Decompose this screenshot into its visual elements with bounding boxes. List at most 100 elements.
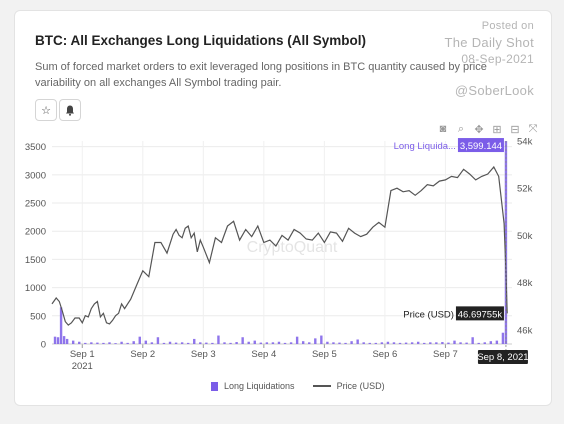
- liquidation-bar: [380, 342, 384, 344]
- y-tick-label-left: 2000: [25, 227, 46, 238]
- zoom-out-icon[interactable]: ⊟: [510, 124, 520, 136]
- liquidation-bar: [386, 341, 390, 344]
- watermark-posted: Posted on: [481, 20, 534, 32]
- camera-icon[interactable]: ◙: [439, 123, 447, 135]
- watermark-source: The Daily Shot: [444, 35, 534, 50]
- liquidation-bar: [199, 342, 202, 344]
- x-tick-label: Sep 6: [372, 349, 397, 360]
- chart-title: BTC: All Exchanges Long Liquidations (Al…: [35, 33, 367, 48]
- price-line: [51, 165, 508, 326]
- liquidation-bar: [392, 342, 396, 344]
- tooltip-price-bg: [455, 306, 504, 321]
- liquidation-bar: [283, 342, 287, 344]
- favorite-button[interactable]: ☆: [35, 99, 57, 121]
- liquidation-bar: [150, 342, 154, 344]
- liquidation-bar: [174, 342, 178, 344]
- liquidation-bar: [156, 337, 160, 344]
- liquidation-bar: [265, 342, 269, 344]
- y-tick-label-right: 54k: [517, 137, 533, 148]
- pan-icon[interactable]: ✥: [474, 124, 484, 136]
- liquidation-bar: [62, 336, 66, 344]
- liquidation-bar: [84, 342, 87, 344]
- chart-plot[interactable]: 0 500 1000 1500 2000 2500 3000 3500 Sep 1 Sep 2 Se…: [15, 11, 551, 372]
- chart-description: Sum of forced market orders to exit leve…: [35, 61, 487, 89]
- x-tick-label: Sep 7: [433, 349, 458, 360]
- liquidation-bar: [326, 341, 329, 344]
- tooltip-price-value: 46.69755k: [458, 309, 503, 320]
- liquidation-bar: [247, 341, 250, 344]
- liquidation-bar: [344, 342, 347, 344]
- liquidation-bar: [489, 341, 493, 344]
- x-tick-label: Sep 3: [191, 349, 216, 360]
- liquidation-bar: [453, 340, 456, 344]
- liquidation-bar: [435, 342, 438, 344]
- legend-item-price[interactable]: Price (USD): [312, 381, 385, 391]
- liquidation-bar: [114, 343, 117, 344]
- star-icon: ☆: [41, 104, 51, 117]
- liquidation-bar: [459, 342, 462, 344]
- liquidation-bar: [102, 342, 105, 344]
- liquidation-bar: [356, 339, 359, 344]
- liquidation-bar: [277, 341, 281, 344]
- chart-legend: Long Liquidations Price (USD): [211, 381, 395, 391]
- y-tick-label-left: 3500: [25, 142, 46, 153]
- liquidation-bar: [223, 342, 226, 344]
- legend-swatch-bar: [211, 381, 218, 391]
- liquidation-bar: [416, 341, 420, 344]
- liquidation-bar: [132, 341, 135, 344]
- chart-card: BTC: All Exchanges Long Liquidations (Al…: [14, 10, 552, 406]
- cryptoquant-watermark: CryptoQuant: [247, 239, 338, 256]
- liquidation-bar: [441, 342, 444, 344]
- liquidation-bar: [193, 338, 196, 344]
- liquidation-bar: [78, 341, 81, 344]
- alert-button[interactable]: [59, 99, 81, 121]
- liquidation-bar: [332, 342, 335, 344]
- liquidation-bar: [71, 340, 75, 344]
- liquidation-bar: [295, 336, 299, 344]
- liquidation-bar: [211, 342, 214, 344]
- liquidation-bar: [259, 342, 263, 344]
- liquidation-bar: [374, 342, 378, 344]
- legend-label: Long Liquidations: [224, 381, 295, 391]
- liquidation-bar: [368, 342, 371, 344]
- liquidation-bar: [217, 335, 220, 344]
- liquidation-bar: [398, 342, 402, 344]
- tooltip-liquidation-value: 3,599.144: [460, 141, 502, 152]
- liquidation-bar: [289, 342, 293, 344]
- x-tick-label: Sep 4: [251, 349, 276, 360]
- liquidation-bar: [447, 342, 450, 344]
- liquidation-bar: [362, 342, 365, 344]
- liquidation-bar: [320, 335, 323, 344]
- y-tick-label-left: 0: [41, 340, 46, 351]
- legend-label: Price (USD): [336, 381, 385, 391]
- watermark-date: 08-Sep-2021: [461, 52, 534, 66]
- y-tick-label-right: 46k: [517, 325, 533, 336]
- liquidation-bar: [138, 336, 141, 344]
- liquidation-bar: [144, 340, 148, 344]
- liquidation-bar: [314, 338, 317, 344]
- y-tick-label-right: 48k: [517, 278, 533, 289]
- cursor-date-label: Sep 8, 2021: [477, 352, 528, 363]
- legend-item-liquidations[interactable]: Long Liquidations: [211, 381, 295, 391]
- liquidation-bar: [53, 336, 57, 344]
- liquidation-bar: [495, 340, 499, 344]
- bell-icon: [66, 105, 74, 116]
- x-tick-label: Sep 2: [130, 349, 155, 360]
- zoom-in-icon[interactable]: ⊞: [492, 124, 502, 136]
- liquidation-bar: [308, 342, 311, 344]
- liquidation-bar: [205, 342, 208, 344]
- tooltip-liquidation-label: Long Liquida...: [394, 141, 456, 152]
- cursor-date-bg: [477, 350, 528, 364]
- watermark-handle: @SoberLook: [454, 83, 534, 98]
- liquidation-bar: [423, 342, 426, 344]
- liquidation-bar: [471, 337, 474, 344]
- autoscale-icon[interactable]: ⤧: [528, 123, 538, 135]
- liquidation-bar: [186, 342, 190, 344]
- liquidation-bar: [301, 341, 305, 344]
- zoom-icon[interactable]: ⌕: [457, 123, 465, 135]
- liquidation-bar: [235, 342, 238, 344]
- legend-swatch-line: [312, 385, 331, 387]
- liquidation-bar: [350, 341, 353, 344]
- chart-toolbar: ◙ ⌕ ✥ ⊞ ⊟ ⤧: [437, 123, 539, 136]
- liquidation-bar: [241, 337, 244, 344]
